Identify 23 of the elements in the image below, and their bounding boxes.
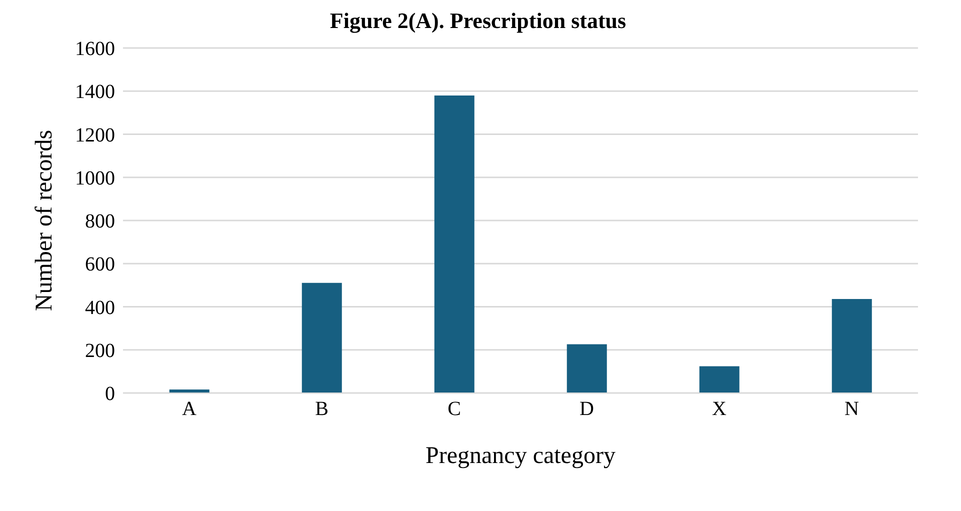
x-tick-label: N (844, 398, 859, 420)
y-tick-label: 200 (85, 340, 115, 362)
y-tick-label: 1400 (75, 81, 115, 104)
bar (434, 95, 474, 393)
y-tick-label: 1000 (75, 167, 115, 190)
y-tick-label: 600 (85, 254, 115, 276)
x-tick-label: A (182, 398, 198, 420)
bar (699, 366, 740, 393)
bar (566, 344, 607, 393)
x-tick-label: B (315, 398, 328, 420)
y-tick-label: 1200 (75, 124, 115, 146)
y-tick-label: 0 (105, 383, 115, 406)
bar (832, 298, 872, 393)
x-axis-title: Pregnancy category (426, 443, 616, 469)
y-tick-label: 1600 (75, 38, 115, 60)
y-tick-label: 400 (85, 296, 115, 319)
x-tick-label: C (448, 398, 461, 420)
y-axis-title: Number of records (32, 130, 58, 312)
bar (302, 282, 342, 393)
chart-title: Figure 2(A). Prescription status (328, 8, 628, 35)
x-tick-label: X (712, 398, 728, 420)
y-tick-label: 800 (85, 210, 115, 233)
x-tick-label: D (580, 398, 594, 420)
